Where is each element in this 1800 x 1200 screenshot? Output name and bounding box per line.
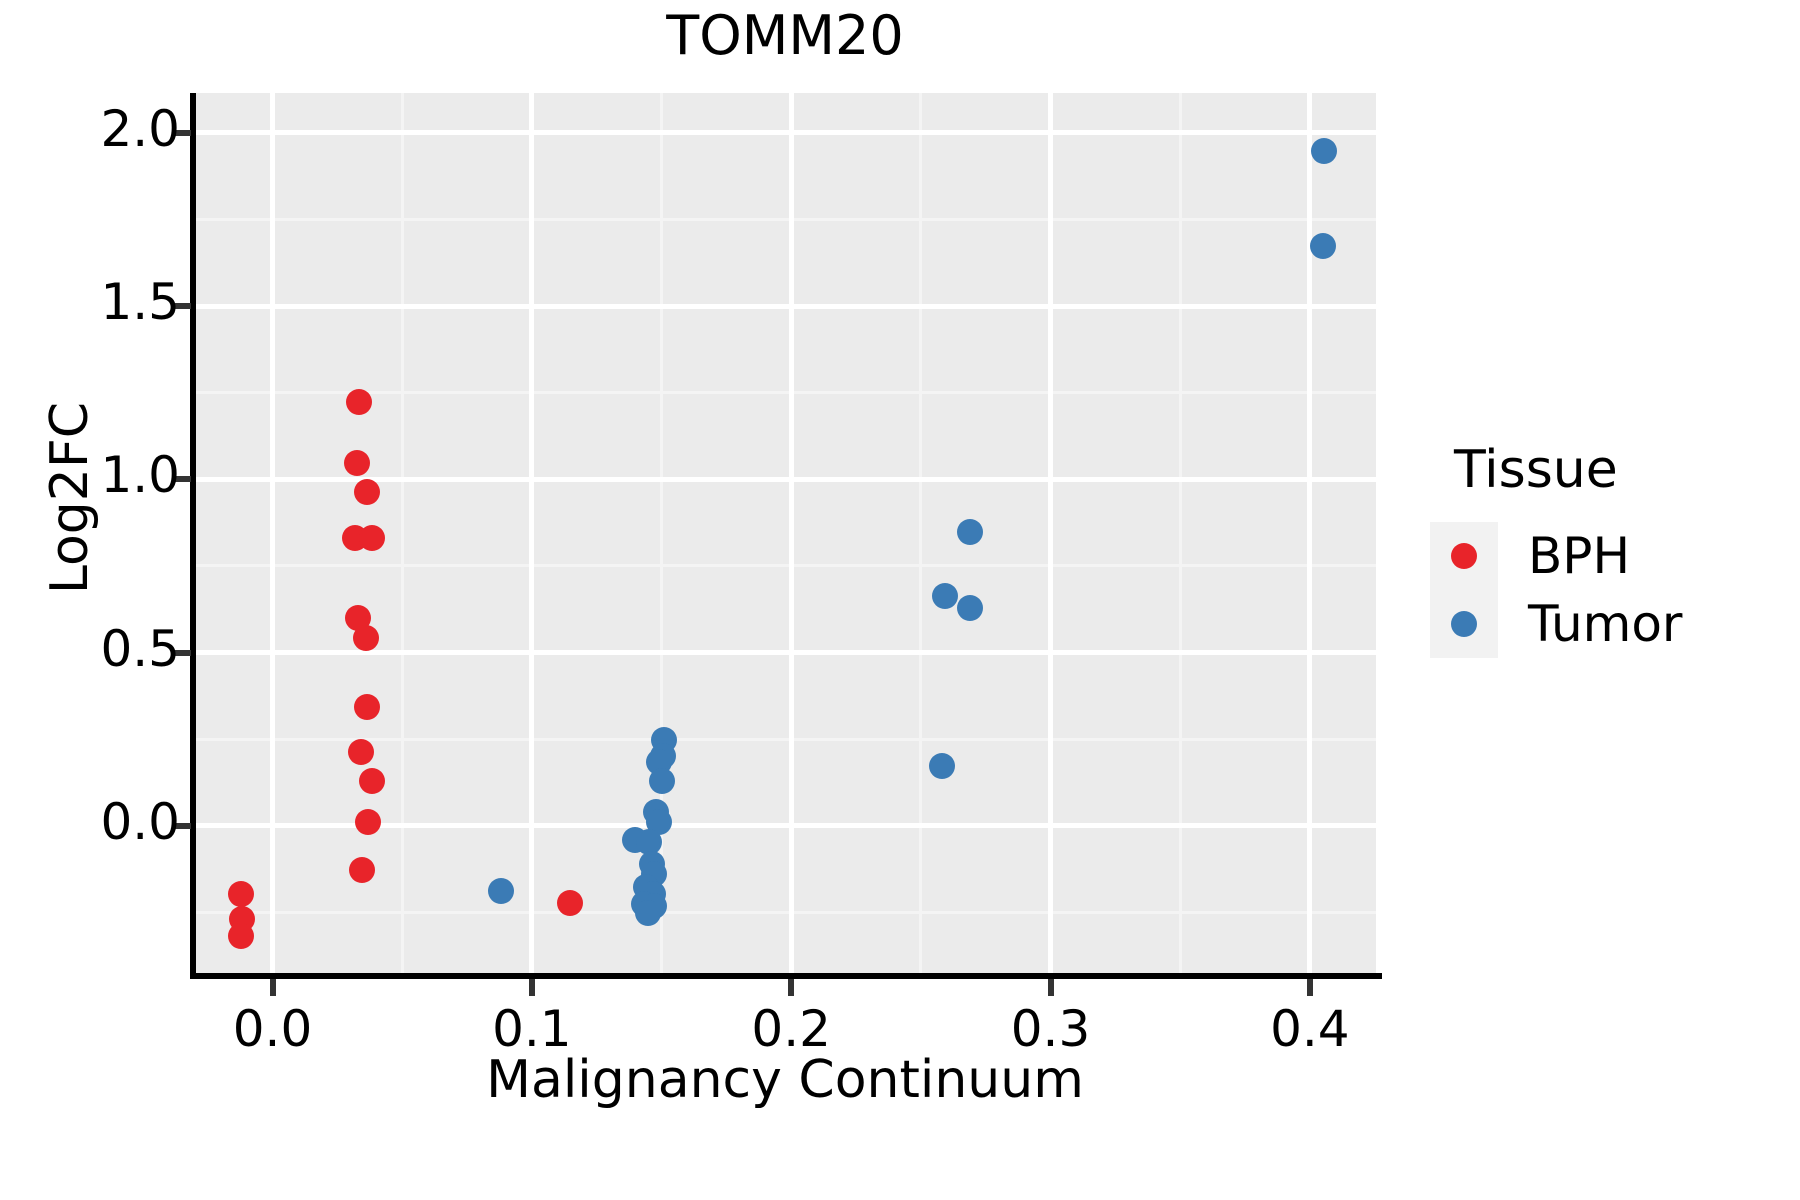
x-axis-tick xyxy=(1047,979,1054,996)
x-axis-tick-label: 0.2 xyxy=(751,1000,831,1058)
plot-panel xyxy=(196,93,1376,973)
x-axis-title: Malignancy Continuum xyxy=(486,1050,1084,1110)
gridline-major-horizontal xyxy=(196,650,1376,656)
data-point-bph xyxy=(347,739,374,766)
data-point-bph xyxy=(352,624,379,651)
x-axis-tick xyxy=(528,979,535,996)
gridline-major-vertical xyxy=(270,93,275,973)
data-point-tumor xyxy=(928,753,955,780)
y-axis-line xyxy=(190,93,196,975)
data-point-bph xyxy=(343,450,370,477)
data-point-bph xyxy=(228,881,255,908)
legend-item-tumor[interactable]: Tumor xyxy=(1430,590,1790,658)
data-point-tumor xyxy=(1311,137,1338,164)
data-point-tumor xyxy=(957,595,984,622)
x-axis-line xyxy=(190,973,1382,979)
gridline-minor-vertical xyxy=(400,93,404,973)
data-point-bph xyxy=(355,808,382,835)
gridline-major-vertical xyxy=(529,93,535,973)
y-axis-tick xyxy=(174,129,191,136)
x-axis-tick-label: 0.4 xyxy=(1270,1000,1350,1058)
x-axis-tick-label: 0.1 xyxy=(492,1000,572,1058)
x-axis-tick-label: 0.0 xyxy=(232,1000,313,1058)
y-axis-tick xyxy=(174,476,191,483)
data-point-bph xyxy=(557,889,584,916)
data-point-tumor xyxy=(1309,233,1336,260)
data-point-bph xyxy=(358,767,385,794)
gridline-minor-vertical xyxy=(919,93,923,973)
legend: Tissue BPH Tumor xyxy=(1430,440,1790,658)
legend-dot-icon xyxy=(1451,543,1477,569)
data-point-bph xyxy=(348,857,375,884)
data-point-bph xyxy=(354,479,381,506)
y-axis-tick-label: 0.5 xyxy=(100,619,180,678)
data-point-bph xyxy=(358,525,385,552)
y-axis-tick xyxy=(174,822,191,829)
data-point-tumor xyxy=(487,877,514,904)
legend-item-bph[interactable]: BPH xyxy=(1430,522,1790,590)
y-axis-tick xyxy=(174,303,191,310)
gridline-major-vertical xyxy=(788,93,794,973)
gridline-major-vertical xyxy=(1048,93,1054,973)
page-title: TOMM20 xyxy=(666,4,904,67)
legend-key-swatch xyxy=(1430,590,1498,658)
gridline-major-horizontal xyxy=(196,303,1376,309)
x-axis-tick-label: 0.3 xyxy=(1010,1000,1091,1058)
x-axis-tick xyxy=(1306,979,1313,996)
data-point-tumor xyxy=(956,518,983,545)
data-point-bph xyxy=(228,922,255,949)
x-axis-tick xyxy=(788,979,795,996)
gridline-minor-vertical xyxy=(1178,93,1182,973)
legend-title: Tissue xyxy=(1454,440,1618,500)
gridline-minor-horizontal xyxy=(196,910,1376,914)
x-axis-tick xyxy=(269,979,276,996)
gridline-major-horizontal xyxy=(196,130,1376,136)
legend-item-label: Tumor xyxy=(1528,595,1683,653)
gridline-major-horizontal xyxy=(196,823,1376,829)
legend-dot-icon xyxy=(1451,611,1477,637)
data-point-tumor xyxy=(648,767,675,794)
data-point-bph xyxy=(354,693,381,720)
gridline-minor-vertical xyxy=(660,93,664,973)
data-point-tumor xyxy=(932,583,959,610)
gridline-minor-horizontal xyxy=(196,564,1376,568)
gridline-minor-horizontal xyxy=(196,391,1376,395)
data-point-bph xyxy=(346,389,373,416)
data-point-tumor xyxy=(635,900,662,927)
y-axis-tick-label: 1.5 xyxy=(100,273,180,332)
gridline-minor-horizontal xyxy=(196,217,1376,221)
legend-item-label: BPH xyxy=(1528,527,1631,585)
y-axis-tick-label: 0.0 xyxy=(100,792,180,851)
legend-items: BPH Tumor xyxy=(1430,522,1790,658)
y-axis-tick-label: 1.0 xyxy=(100,446,180,505)
y-axis-tick xyxy=(174,649,191,656)
y-axis-tick-label: 2.0 xyxy=(100,99,180,158)
gridline-minor-horizontal xyxy=(196,737,1376,741)
legend-key-swatch xyxy=(1430,522,1498,590)
gridline-major-horizontal xyxy=(196,476,1376,482)
gridline-major-vertical xyxy=(1307,93,1313,973)
